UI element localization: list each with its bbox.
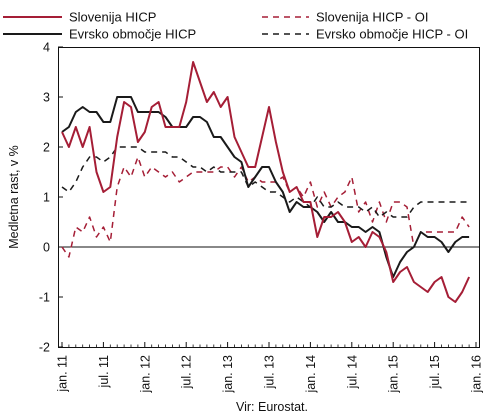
series-line-slovenija-hicp <box>61 61 471 303</box>
y-tick-label: 2 <box>43 141 50 155</box>
series-layer <box>61 61 471 303</box>
x-tick-label: jul. 15 <box>428 355 442 389</box>
x-tick-label: jul. 12 <box>180 355 194 389</box>
legend: Slovenija HICP Slovenija HICP - OI Evrsk… <box>3 10 468 42</box>
legend-label-slovenija-hicp: Slovenija HICP <box>69 10 156 25</box>
series-line-slovenija-hicp-oi <box>61 156 470 258</box>
y-tick-label: 4 <box>43 41 50 55</box>
y-tick-label: -2 <box>39 341 50 355</box>
x-tick-label: jan. 14 <box>304 355 318 394</box>
x-tick-label: jan. 15 <box>387 355 401 394</box>
legend-label-evrsko-obmocje-hicp-oi: Evrsko območje HICP - OI <box>316 27 468 42</box>
source-note: Vir: Eurostat. <box>236 400 308 414</box>
y-tick-label: 1 <box>43 191 50 205</box>
y-axis-title: Medletna rast, v % <box>7 145 21 249</box>
x-axis: jan. 11 jul. 11 jan. 12 jul. 12 jan. 13 jul. … <box>56 342 484 394</box>
y-tick-label: 0 <box>43 241 50 255</box>
series-line-evrsko-obmo-je-hicp-oi <box>61 146 470 218</box>
x-tick-label: jan. 16 <box>470 355 484 394</box>
series-line-evrsko-obmo-je-hicp <box>61 96 470 278</box>
x-tick-label: jan. 12 <box>138 355 152 394</box>
y-tick-label: 3 <box>43 91 50 105</box>
plot-frame <box>58 47 480 348</box>
x-tick-label: jul. 11 <box>97 355 111 388</box>
x-tick-label: jan. 11 <box>56 355 70 393</box>
legend-label-slovenija-hicp-oi: Slovenija HICP - OI <box>316 10 428 25</box>
legend-label-evrsko-obmocje-hicp: Evrsko območje HICP <box>69 27 196 42</box>
x-tick-label: jan. 13 <box>221 355 235 394</box>
y-axis: -2 -1 0 1 2 3 4 <box>39 41 63 355</box>
y-tick-label: -1 <box>39 291 50 305</box>
x-tick-label: jul. 14 <box>345 355 359 389</box>
x-tick-label: jul. 13 <box>263 355 277 389</box>
